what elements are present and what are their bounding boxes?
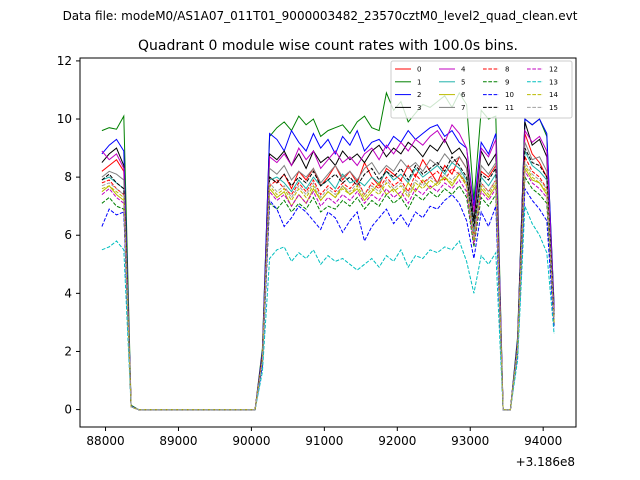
y-tick-label: 2 bbox=[64, 344, 72, 358]
y-axis: 0 2 4 6 8 10 12 bbox=[57, 54, 80, 417]
x-tick-label: 92000 bbox=[378, 434, 416, 448]
y-tick-label: 0 bbox=[64, 403, 72, 417]
legend-label-6: 6 bbox=[461, 91, 466, 99]
x-axis: 88000 89000 90000 91000 92000 93000 94000 bbox=[86, 427, 562, 448]
series-layer bbox=[101, 91, 555, 411]
x-tick-label: 93000 bbox=[451, 434, 489, 448]
legend-label-1: 1 bbox=[417, 78, 421, 86]
legend-label-5: 5 bbox=[461, 78, 465, 86]
legend-label-3: 3 bbox=[417, 104, 421, 112]
legend-label-13: 13 bbox=[549, 78, 558, 86]
legend-label-7: 7 bbox=[461, 104, 465, 112]
series-line-13 bbox=[101, 206, 555, 411]
legend-label-0: 0 bbox=[417, 66, 421, 74]
y-tick-label: 8 bbox=[64, 170, 72, 184]
legend-label-15: 15 bbox=[549, 104, 558, 112]
series-line-12 bbox=[101, 169, 555, 411]
legend-box bbox=[390, 60, 573, 119]
x-tick-label: 90000 bbox=[232, 434, 270, 448]
y-tick-label: 12 bbox=[57, 54, 72, 68]
y-tick-label: 10 bbox=[57, 112, 72, 126]
legend-label-11: 11 bbox=[505, 104, 514, 112]
x-tick-label: 94000 bbox=[524, 434, 562, 448]
legend-label-12: 12 bbox=[549, 66, 558, 74]
x-tick-label: 88000 bbox=[86, 434, 124, 448]
legend-label-4: 4 bbox=[461, 66, 466, 74]
y-tick-label: 6 bbox=[64, 228, 72, 242]
legend-label-10: 10 bbox=[505, 91, 514, 99]
series-line-14 bbox=[101, 163, 555, 411]
x-tick-label: 91000 bbox=[305, 434, 343, 448]
y-tick-label: 4 bbox=[64, 286, 72, 300]
plot-frame bbox=[79, 57, 577, 428]
legend-label-8: 8 bbox=[505, 66, 509, 74]
chart-title: Quadrant 0 module wise count rates with … bbox=[138, 38, 518, 54]
legend-label-14: 14 bbox=[549, 91, 558, 99]
figure-suptitle: Data file: modeM0/AS1A07_011T01_90000034… bbox=[63, 9, 578, 23]
x-tick-label: 89000 bbox=[159, 434, 197, 448]
x-offset-text: +3.186e8 bbox=[516, 455, 575, 469]
legend-label-9: 9 bbox=[505, 78, 509, 86]
legend-label-2: 2 bbox=[417, 91, 421, 99]
series-line-15 bbox=[101, 160, 555, 411]
